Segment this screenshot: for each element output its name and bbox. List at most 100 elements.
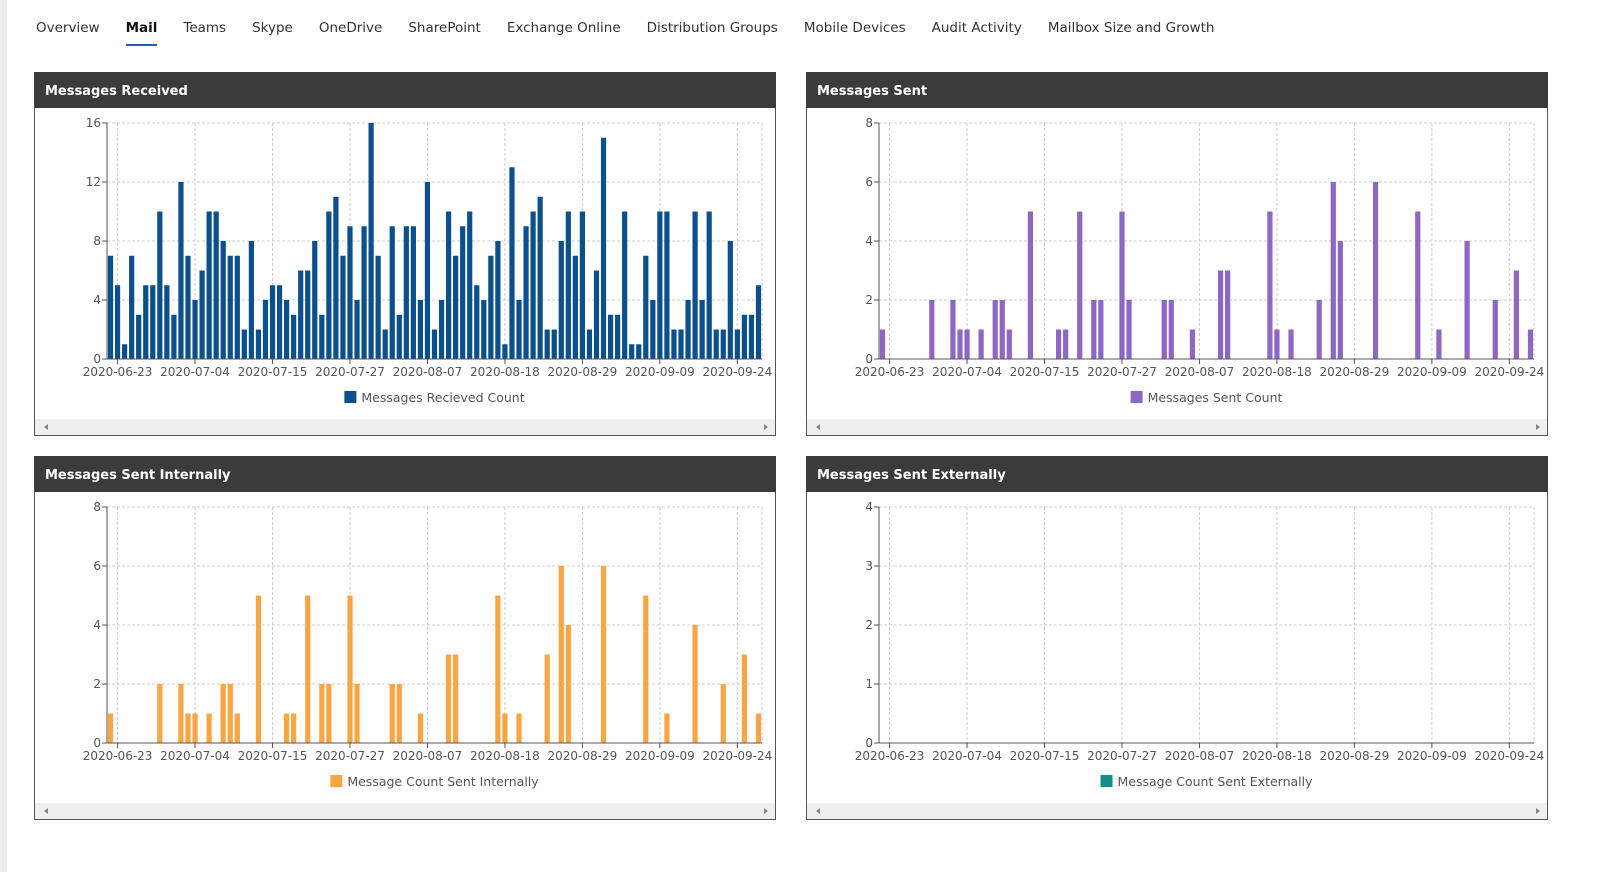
bar bbox=[558, 566, 564, 743]
nav-tab[interactable]: Overview bbox=[36, 20, 100, 36]
bar bbox=[593, 270, 600, 359]
bar bbox=[220, 684, 226, 743]
scrollbar bbox=[35, 803, 775, 819]
scroll-left bbox=[816, 808, 820, 814]
panel-header bbox=[806, 456, 1548, 492]
bar bbox=[1337, 241, 1343, 359]
legend-swatch bbox=[1130, 391, 1143, 403]
bar bbox=[1217, 270, 1224, 359]
chart-panel: Messages Received 0 4 8 12 16 2020-06-23 2020-0… bbox=[34, 72, 776, 436]
bar bbox=[516, 300, 522, 359]
nav-tab[interactable]: Audit Activity bbox=[931, 20, 1022, 36]
nav-tab[interactable]: Mobile Devices bbox=[803, 20, 906, 36]
bar bbox=[107, 713, 114, 743]
nav-tab[interactable]: OneDrive bbox=[318, 20, 383, 36]
bar bbox=[213, 211, 219, 359]
x-tick-label: 2020-09-09 bbox=[625, 749, 695, 763]
bar bbox=[720, 329, 726, 359]
bar bbox=[185, 713, 191, 743]
bar bbox=[417, 713, 424, 743]
panel-header bbox=[806, 72, 1548, 108]
bar bbox=[964, 329, 970, 359]
y-tick-label: 0 bbox=[93, 352, 101, 366]
bar bbox=[178, 684, 184, 743]
legend-label: Messages Recieved Count bbox=[361, 390, 524, 405]
bar bbox=[1288, 329, 1294, 359]
x-tick-label: 2020-07-27 bbox=[315, 749, 385, 763]
bar bbox=[706, 211, 712, 359]
bar bbox=[227, 684, 233, 743]
bar bbox=[636, 344, 642, 359]
nav-tab[interactable]: Exchange Online bbox=[506, 20, 621, 36]
y-tick-label: 4 bbox=[865, 234, 873, 248]
bar bbox=[579, 211, 586, 359]
bar bbox=[1225, 270, 1231, 359]
bar bbox=[509, 167, 515, 359]
bar bbox=[150, 285, 156, 359]
x-tick-label: 2020-08-07 bbox=[393, 749, 463, 763]
bar bbox=[1063, 329, 1069, 359]
bar bbox=[396, 684, 402, 743]
bar bbox=[1189, 329, 1196, 359]
bar bbox=[600, 566, 607, 743]
bar bbox=[530, 211, 536, 359]
scrollbar bbox=[807, 419, 1547, 435]
bar bbox=[664, 211, 670, 359]
bar bbox=[319, 314, 325, 359]
bar bbox=[755, 713, 762, 743]
bar bbox=[615, 314, 621, 359]
bar bbox=[283, 713, 290, 743]
x-tick-label: 2020-07-15 bbox=[1010, 749, 1080, 763]
nav-tab[interactable]: Distribution Groups bbox=[646, 20, 778, 36]
bar bbox=[1055, 329, 1062, 359]
legend-label: Message Count Sent Externally bbox=[1117, 774, 1313, 789]
chart-panel: Messages Sent 0 2 4 6 8 2020-06-23 2020-07-04 20… bbox=[806, 72, 1548, 436]
chart: Messages Sent Externally 0 1 2 3 4 2020-06-23 2… bbox=[806, 456, 1548, 820]
bar bbox=[347, 226, 353, 359]
bar bbox=[276, 285, 283, 359]
x-tick-label: 2020-08-18 bbox=[1242, 365, 1312, 379]
bar bbox=[474, 285, 480, 359]
bar bbox=[354, 684, 360, 743]
bar bbox=[312, 241, 318, 359]
y-tick-label: 12 bbox=[86, 175, 101, 189]
nav-tab[interactable]: Mailbox Size and Growth bbox=[1047, 20, 1215, 36]
x-tick-label: 2020-07-04 bbox=[160, 365, 230, 379]
bar bbox=[957, 329, 963, 359]
bar bbox=[460, 226, 466, 359]
bar bbox=[227, 255, 233, 359]
bar bbox=[1267, 211, 1273, 359]
bar bbox=[164, 285, 170, 359]
nav-tab[interactable]: Mail bbox=[125, 20, 158, 46]
bar bbox=[107, 255, 114, 359]
panel-border bbox=[34, 456, 776, 820]
bar bbox=[741, 654, 747, 743]
bar bbox=[396, 314, 402, 359]
scroll-right bbox=[764, 808, 768, 814]
nav-tab[interactable]: SharePoint bbox=[408, 20, 481, 36]
bar bbox=[671, 329, 677, 359]
bar bbox=[403, 226, 409, 359]
bar bbox=[629, 344, 635, 359]
bar bbox=[1126, 300, 1132, 359]
bar bbox=[929, 300, 935, 359]
nav-tab[interactable]: Teams bbox=[183, 20, 227, 36]
bar bbox=[544, 329, 550, 359]
bar bbox=[319, 684, 325, 743]
scroll-right bbox=[1536, 808, 1540, 814]
bar bbox=[445, 654, 452, 743]
panel-title: Messages Sent Internally bbox=[45, 468, 231, 483]
bar bbox=[389, 226, 395, 359]
bar bbox=[129, 255, 135, 359]
bar bbox=[879, 329, 886, 359]
nav-tab[interactable]: Skype bbox=[252, 20, 293, 36]
bar bbox=[291, 314, 297, 359]
bar bbox=[241, 329, 247, 359]
panel-header bbox=[34, 456, 776, 492]
bar bbox=[136, 314, 142, 359]
scroll-right bbox=[1536, 424, 1540, 430]
bar bbox=[950, 300, 956, 359]
bar bbox=[1464, 241, 1470, 359]
y-tick-label: 8 bbox=[865, 116, 873, 130]
bar bbox=[685, 300, 691, 359]
